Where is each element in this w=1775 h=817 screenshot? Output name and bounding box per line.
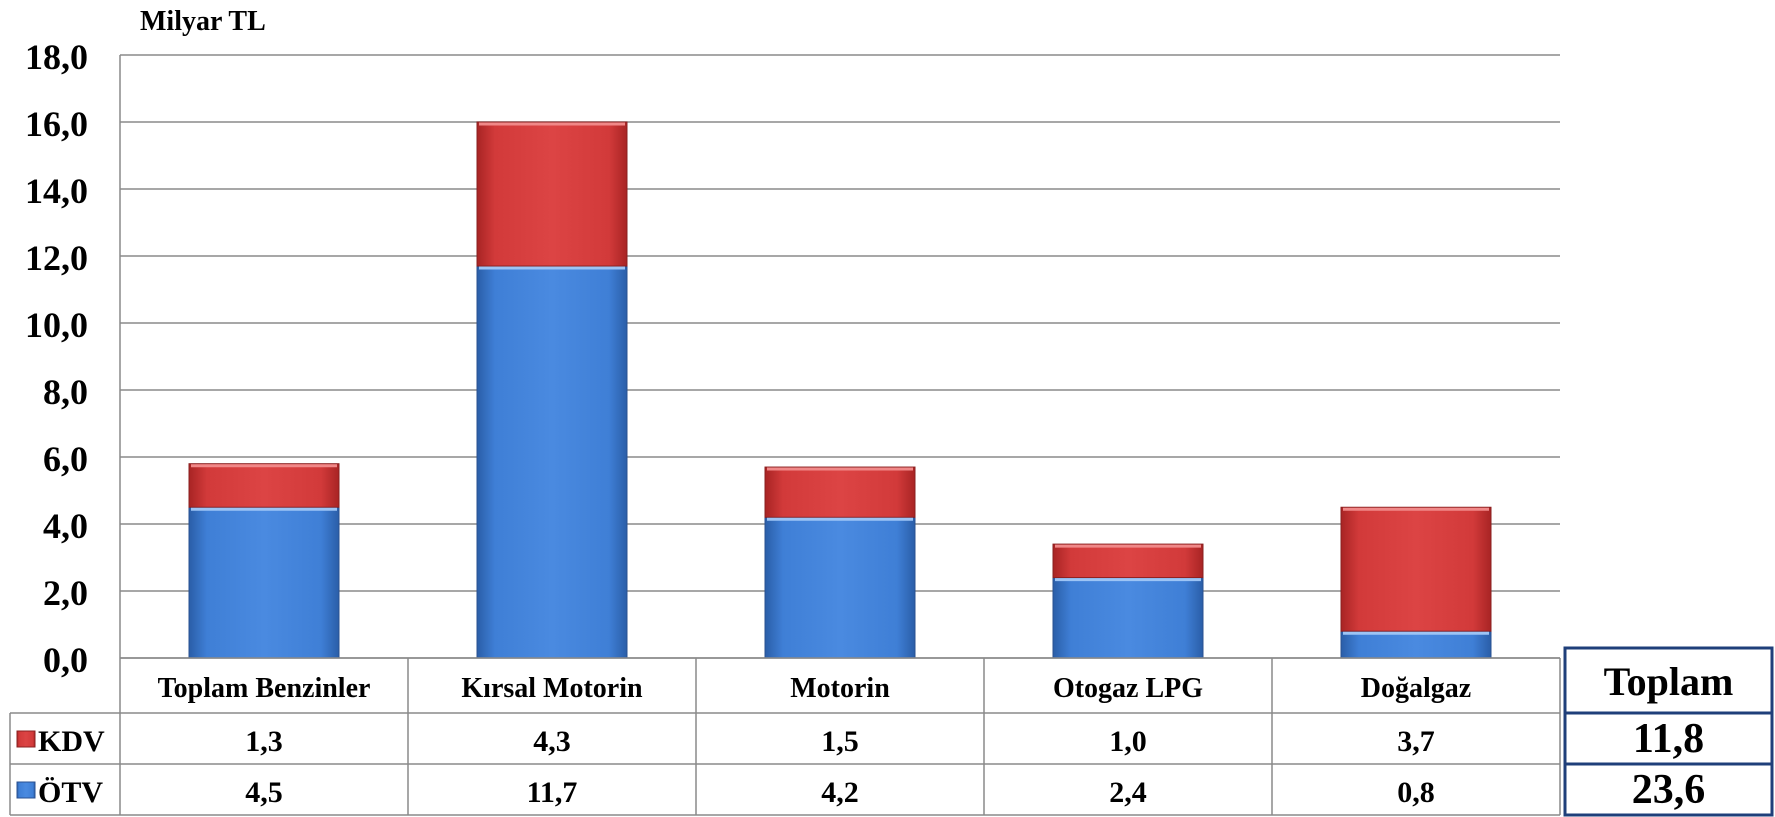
bar-kdv bbox=[476, 121, 628, 267]
y-tick-label: 18,0 bbox=[25, 37, 88, 77]
totals-header: Toplam bbox=[1604, 659, 1734, 704]
legend-label-otv: ÖTV bbox=[38, 776, 103, 809]
unit-label: Milyar TL bbox=[140, 6, 266, 37]
y-tick-label: 0,0 bbox=[43, 640, 88, 680]
bar-kdv bbox=[764, 466, 916, 518]
y-tick-label: 4,0 bbox=[43, 506, 88, 546]
category-label: Toplam Benzinler bbox=[158, 673, 371, 704]
legend-swatch-kdv bbox=[16, 730, 36, 748]
y-tick-label: 16,0 bbox=[25, 104, 88, 144]
legend-label-kdv: KDV bbox=[38, 725, 105, 758]
data-label-kdv: 1,5 bbox=[821, 725, 859, 758]
y-tick-label: 10,0 bbox=[25, 305, 88, 345]
legend-swatch-otv bbox=[16, 781, 36, 799]
y-tick-label: 14,0 bbox=[25, 171, 88, 211]
y-tick-label: 12,0 bbox=[25, 238, 88, 278]
data-label-otv: 4,2 bbox=[821, 776, 859, 809]
y-tick-label: 6,0 bbox=[43, 439, 88, 479]
category-label: Doğalgaz bbox=[1361, 673, 1471, 704]
bar-otv bbox=[764, 516, 916, 659]
bar-kdv bbox=[188, 463, 340, 508]
data-label-otv: 0,8 bbox=[1397, 776, 1435, 809]
category-label: Otogaz LPG bbox=[1053, 673, 1203, 704]
bar-kdv bbox=[1340, 506, 1492, 632]
bar-otv bbox=[1052, 577, 1204, 659]
data-label-kdv: 1,3 bbox=[245, 725, 283, 758]
category-label: Motorin bbox=[790, 673, 890, 704]
totals-otv-box bbox=[1563, 762, 1774, 817]
totals-kdv-value: 11,8 bbox=[1633, 716, 1704, 762]
data-label-otv: 11,7 bbox=[527, 776, 578, 809]
bar-otv bbox=[188, 506, 340, 659]
category-label: Kırsal Motorin bbox=[461, 673, 643, 704]
data-label-otv: 2,4 bbox=[1109, 776, 1147, 809]
bar-kdv bbox=[1052, 543, 1204, 579]
y-tick-label: 2,0 bbox=[43, 573, 88, 613]
bar-otv bbox=[1340, 630, 1492, 659]
data-label-otv: 4,5 bbox=[245, 776, 283, 809]
data-label-kdv: 4,3 bbox=[533, 725, 571, 758]
bar-otv bbox=[476, 265, 628, 659]
data-label-kdv: 3,7 bbox=[1397, 725, 1435, 758]
data-label-kdv: 1,0 bbox=[1109, 725, 1147, 758]
totals-otv-value: 23,6 bbox=[1632, 767, 1706, 813]
y-tick-label: 8,0 bbox=[43, 372, 88, 412]
